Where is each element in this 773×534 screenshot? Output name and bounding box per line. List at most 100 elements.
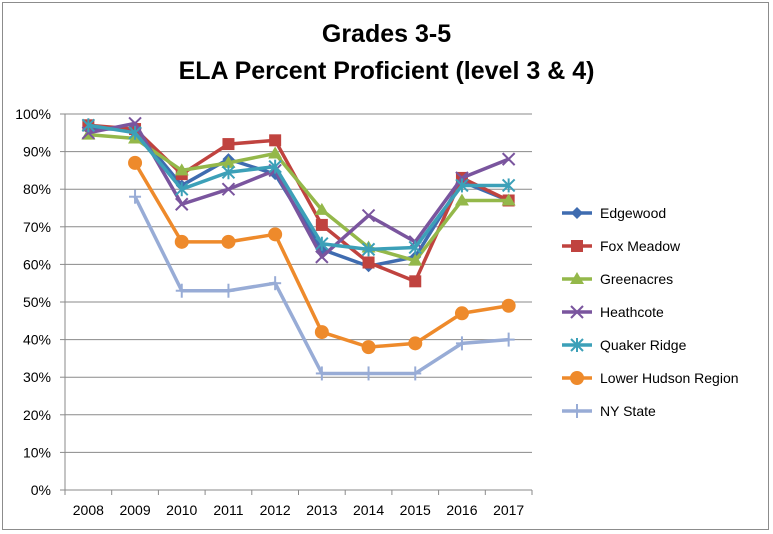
data-point: [174, 163, 189, 176]
legend-marker: [570, 272, 584, 284]
legend-item: Fox Meadow: [562, 238, 681, 254]
x-tick-label: 2011: [213, 502, 243, 518]
data-point: [455, 178, 469, 193]
legend: Edgewood Fox Meadow Greenacres Heathcote Qua…: [562, 205, 739, 419]
data-point: [128, 155, 143, 170]
series-lines: [81, 116, 516, 381]
legend-label: Quaker Ridge: [600, 337, 687, 353]
y-tick-label: 10%: [23, 444, 51, 460]
data-point: [501, 178, 516, 193]
data-point: [221, 155, 236, 168]
series-line: [88, 121, 510, 259]
data-point: [408, 336, 423, 351]
x-tick-label: 2017: [493, 502, 524, 518]
y-tick-label: 0%: [31, 482, 51, 498]
data-point: [315, 250, 329, 264]
data-point: [315, 366, 328, 381]
legend-label: Greenacres: [600, 271, 673, 287]
series-heathcote: [81, 116, 516, 264]
data-point: [454, 193, 469, 206]
data-point: [502, 332, 515, 347]
legend-label: Fox Meadow: [600, 238, 681, 254]
data-point: [128, 125, 142, 140]
data-point: [269, 276, 282, 291]
y-tick-label: 40%: [23, 332, 51, 348]
data-point: [175, 182, 189, 197]
data-point: [221, 165, 236, 180]
axes: [60, 113, 533, 495]
data-point: [222, 283, 235, 298]
series-line: [88, 123, 509, 252]
data-point: [174, 234, 189, 249]
data-point: [362, 256, 375, 269]
x-axis-ticks: 2008 2009 2010 2011 2012 2013 2014 2015 2016 2017: [73, 502, 525, 518]
data-point: [361, 242, 376, 257]
x-tick-label: 2010: [166, 502, 197, 518]
x-tick-label: 2016: [446, 502, 477, 518]
data-point: [175, 197, 189, 211]
series-ny-state: [129, 189, 515, 381]
series-lower-hudson-region: [128, 155, 516, 355]
series-greenacres: [81, 127, 516, 266]
data-point: [81, 118, 96, 133]
legend-marker: [570, 338, 584, 352]
x-tick-label: 2012: [260, 502, 291, 518]
legend-item: Lower Hudson Region: [562, 370, 739, 386]
data-point: [314, 325, 329, 340]
legend-label: NY State: [600, 403, 656, 419]
legend-label: Lower Hudson Region: [600, 370, 739, 386]
data-point: [361, 208, 376, 223]
data-point: [315, 236, 329, 251]
data-point: [221, 234, 236, 249]
legend-label: Heathcote: [600, 304, 664, 320]
y-tick-label: 30%: [23, 369, 51, 385]
y-tick-label: 80%: [23, 181, 51, 197]
x-tick-label: 2013: [306, 502, 337, 518]
data-point: [501, 152, 516, 166]
data-point: [409, 275, 422, 288]
legend-item: Greenacres: [562, 271, 673, 287]
legend-item: NY State: [562, 403, 656, 419]
data-point: [409, 366, 422, 381]
chart-subtitle: ELA Percent Proficient (level 3 & 4): [178, 57, 595, 85]
data-point: [268, 146, 283, 159]
data-point: [501, 193, 516, 206]
y-tick-label: 90%: [23, 144, 51, 160]
data-point: [175, 283, 188, 298]
data-point: [268, 227, 283, 242]
y-tick-label: 100%: [15, 106, 51, 122]
legend-marker: [571, 404, 583, 418]
x-tick-label: 2014: [353, 502, 384, 518]
data-point: [314, 202, 329, 215]
data-point: [129, 189, 142, 204]
data-point: [501, 298, 516, 313]
legend-item: Quaker Ridge: [562, 337, 687, 353]
series-line: [88, 132, 509, 263]
legend-marker: [571, 207, 583, 219]
data-point: [408, 240, 422, 255]
legend-label: Edgewood: [600, 205, 666, 221]
series-quaker-ridge: [81, 118, 516, 257]
data-point: [315, 218, 328, 231]
data-point: [222, 138, 235, 151]
data-point: [455, 336, 468, 351]
data-point: [269, 134, 282, 147]
legend-marker: [570, 371, 584, 385]
x-tick-label: 2009: [119, 502, 150, 518]
data-point: [361, 340, 376, 355]
legend-item: Edgewood: [562, 205, 666, 221]
y-axis-ticks: 0% 10% 20% 30% 40% 50% 60% 70% 80% 90% 100%: [15, 106, 51, 498]
y-tick-label: 20%: [23, 407, 51, 423]
y-tick-label: 60%: [23, 256, 51, 272]
y-tick-label: 70%: [23, 219, 51, 235]
x-tick-label: 2008: [73, 502, 104, 518]
data-point: [408, 253, 423, 266]
legend-marker: [570, 305, 584, 319]
data-point: [268, 159, 282, 174]
data-point: [454, 306, 469, 321]
x-tick-label: 2015: [400, 502, 431, 518]
y-tick-label: 50%: [23, 294, 51, 310]
data-point: [362, 366, 375, 381]
legend-marker: [571, 240, 583, 252]
